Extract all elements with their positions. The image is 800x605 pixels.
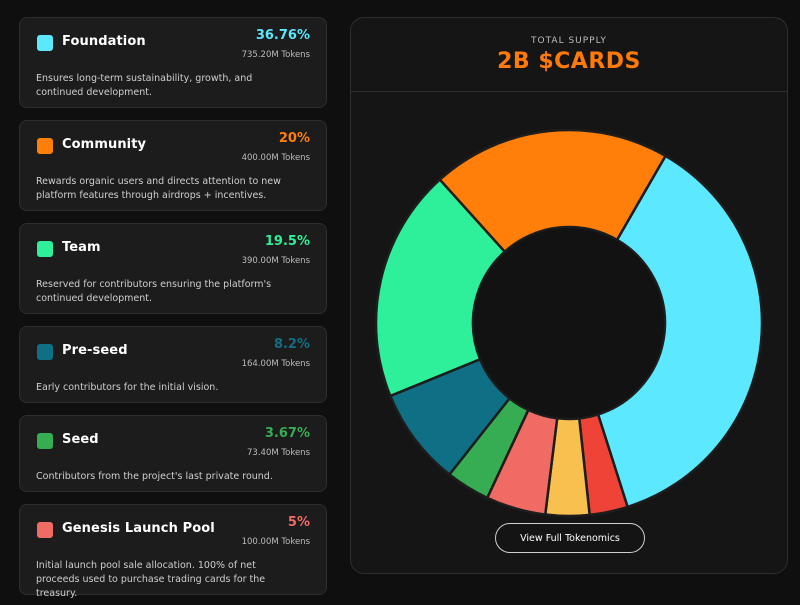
view-full-tokenomics-button[interactable]: View Full Tokenomics	[495, 523, 645, 553]
donut-slice-community	[438, 128, 667, 253]
allocation-card-seed: Seed 3.67% 73.40M Tokens Contributors fr…	[19, 415, 327, 492]
allocation-name: Community	[62, 137, 147, 152]
allocation-card-genesis-launch-pool: Genesis Launch Pool 5% 100.00M Tokens In…	[19, 504, 327, 599]
allocation-tokens: 400.00M Tokens	[241, 153, 310, 163]
allocation-percent: 36.76%	[255, 28, 310, 43]
allocation-description: Initial launch pool sale allocation. 100…	[36, 560, 266, 599]
donut-hole	[474, 228, 664, 418]
allocation-percent: 8.2%	[273, 337, 310, 352]
allocation-name: Foundation	[62, 34, 146, 49]
community-color-swatch	[37, 138, 53, 154]
allocation-description: Ensures long-term sustainability, growth…	[36, 73, 253, 98]
allocation-percent: 3.67%	[264, 426, 310, 441]
allocation-tokens: 164.00M Tokens	[241, 359, 310, 369]
donut-slice-team	[374, 178, 507, 398]
allocation-percent: 5%	[287, 515, 310, 530]
allocation-description: Reserved for contributors ensuring the p…	[36, 279, 272, 304]
allocation-tokens: 100.00M Tokens	[241, 537, 310, 547]
genesis-launch-pool-color-swatch	[37, 522, 53, 538]
tokenomics-panel: TOTAL SUPPLY 2B $CARDS View Full Tokenom…	[350, 17, 788, 574]
pre-seed-color-swatch	[37, 344, 53, 360]
team-color-swatch	[37, 241, 53, 257]
allocation-card-foundation: Foundation 36.76% 735.20M Tokens Ensures…	[19, 17, 327, 108]
allocation-description: Rewards organic users and directs attent…	[36, 176, 281, 201]
seed-color-swatch	[37, 433, 53, 449]
allocation-tokens: 390.00M Tokens	[241, 256, 310, 266]
allocation-tokens: 73.40M Tokens	[247, 448, 310, 458]
allocation-name: Pre-seed	[62, 343, 128, 358]
allocation-name: Genesis Launch Pool	[62, 521, 215, 536]
supply-donut-chart	[374, 128, 764, 518]
supply-header: TOTAL SUPPLY 2B $CARDS	[351, 18, 787, 92]
allocation-tokens: 735.20M Tokens	[241, 50, 310, 60]
allocation-description: Contributors from the project's last pri…	[36, 471, 273, 482]
donut-slice-foundation	[596, 154, 764, 509]
total-supply-label: TOTAL SUPPLY	[531, 36, 607, 46]
foundation-color-swatch	[37, 35, 53, 51]
allocation-card-community: Community 20% 400.00M Tokens Rewards org…	[19, 120, 327, 211]
allocation-percent: 20%	[278, 131, 310, 146]
total-supply-value: 2B $CARDS	[497, 49, 641, 74]
allocation-percent: 19.5%	[264, 234, 310, 249]
allocation-name: Seed	[62, 432, 99, 447]
allocation-description: Early contributors for the initial visio…	[36, 382, 219, 393]
allocation-card-team: Team 19.5% 390.00M Tokens Reserved for c…	[19, 223, 327, 314]
allocation-card-pre-seed: Pre-seed 8.2% 164.00M Tokens Early contr…	[19, 326, 327, 403]
allocation-name: Team	[62, 240, 101, 255]
